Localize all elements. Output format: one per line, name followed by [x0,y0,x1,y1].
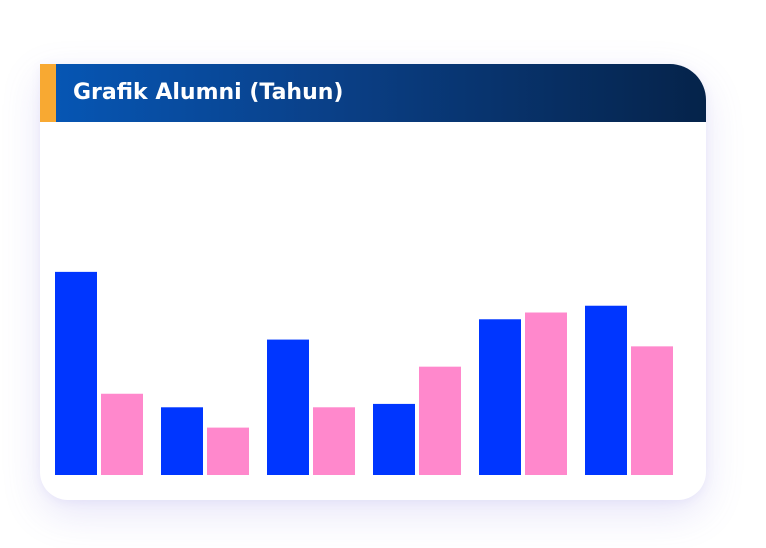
bar-series-2-group-2 [207,427,249,475]
bar-series-2-group-6 [631,346,673,475]
bar-series-1-group-2 [161,407,203,475]
chart-card: Grafik Alumni (Tahun) [40,64,706,500]
bar-series-2-group-5 [525,312,567,475]
bar-series-1-group-3 [267,339,309,475]
bar-series-1-group-5 [479,319,521,475]
bar-series-2-group-3 [313,407,355,475]
bar-series-1-group-4 [373,403,415,475]
card-title: Grafik Alumni (Tahun) [73,80,344,105]
bar-series-1-group-6 [585,305,627,475]
bars-group [55,271,673,475]
bar-series-2-group-4 [419,366,461,475]
bar-series-2-group-1 [101,393,143,475]
card-header: Grafik Alumni (Tahun) [40,64,706,122]
bar-chart [55,271,673,475]
accent-strip [40,64,56,122]
bar-series-1-group-1 [55,271,97,475]
